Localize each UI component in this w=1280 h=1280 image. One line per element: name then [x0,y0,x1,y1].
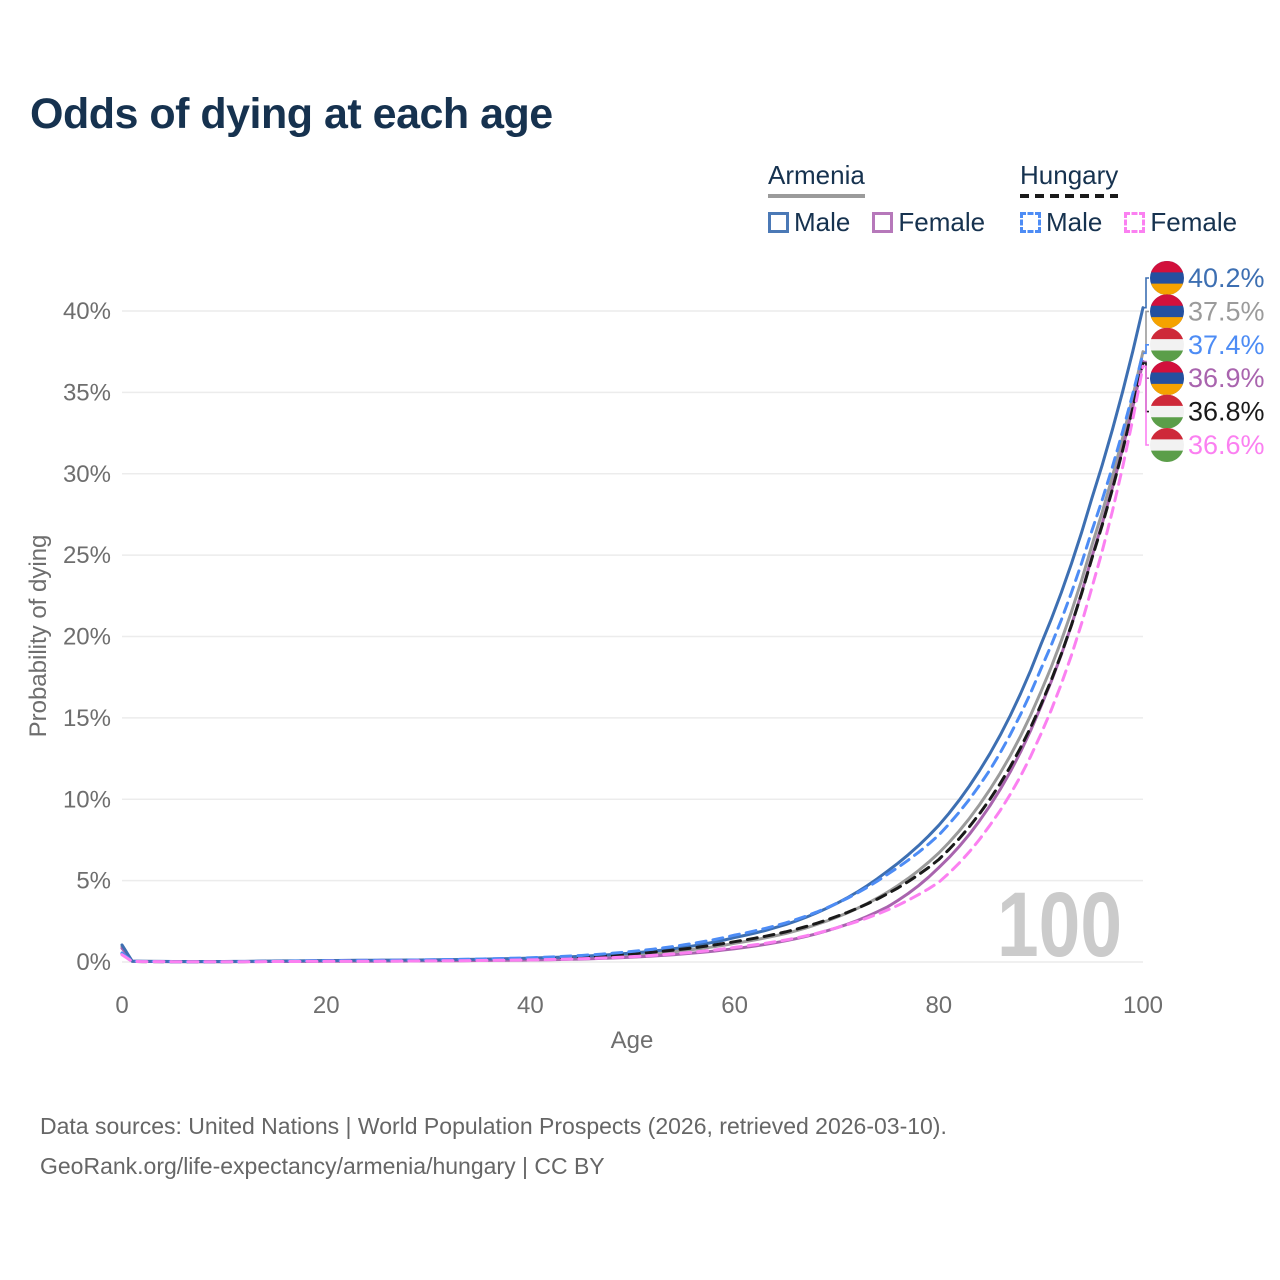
legend-items-hungary: Male Female [1020,207,1237,238]
end-label-connector [1143,310,1149,353]
series-line-hungary[interactable] [120,361,1145,964]
y-tick-label: 20% [63,624,111,651]
legend-group-hungary: Hungary Male Female [1020,160,1237,238]
series-line-armenia-male[interactable] [120,306,1145,963]
flag-bottom-stripe [1150,317,1184,329]
series-line-armenia-female[interactable] [120,360,1145,964]
series-line-armenia[interactable] [120,350,1145,964]
flag-top-stripe [1150,327,1184,340]
y-tick-label: 35% [63,379,111,406]
attribution-text: GeoRank.org/life-expectancy/armenia/hung… [40,1153,605,1179]
y-tick-label: 15% [63,705,111,732]
armenia-female-label: Female [898,207,986,237]
flag-top-stripe [1150,294,1184,306]
x-tick-label: 0 [115,992,128,1019]
flag-top-stripe [1150,427,1184,440]
armenia-male-swatch [768,212,789,233]
end-label-connector [1143,277,1149,309]
armenia-line-style-swatch [768,194,865,198]
gridlines [122,310,1143,963]
legend-item-armenia-male[interactable]: Male [768,207,850,238]
y-tick-label: 30% [63,461,111,488]
hungary-flag-icon [1150,327,1184,362]
end-label-connector [1143,344,1149,355]
armenia-flag-icon [1150,260,1184,296]
end-value-label-armenia: 37.5% [1188,296,1265,326]
hungary-line-style-swatch [1020,194,1119,198]
end-value-label-hungary-female: 36.6% [1188,430,1265,460]
flag-bottom-stripe [1150,417,1184,429]
y-tick-label: 10% [63,786,111,813]
legend-item-armenia-female[interactable]: Female [872,207,985,238]
y-tick-label: 0% [76,949,111,976]
y-tick-label: 5% [76,868,111,895]
flag-top-stripe [1150,361,1184,373]
flag-top-stripe [1150,394,1184,406]
x-tick-label: 100 [1123,992,1163,1019]
legend-item-hungary-male[interactable]: Male [1020,207,1102,238]
flag-bottom-stripe [1150,450,1184,463]
hungary-female-swatch [1124,212,1146,233]
y-tick-label: 25% [63,542,111,569]
legend-items-armenia: Male Female [768,207,985,238]
hungary-male-label: Male [1046,207,1103,237]
end-label-connector [1143,365,1149,446]
page-title: Odds of dying at each age [30,90,553,138]
end-value-label-hungary-male: 37.4% [1188,330,1265,360]
end-value-label-armenia-male: 40.2% [1188,263,1265,293]
armenia-flag-icon [1150,294,1184,329]
y-tick-label: 40% [63,298,111,325]
x-tick-label: 80 [925,992,952,1019]
flag-top-stripe [1150,260,1184,273]
armenia-female-swatch [872,212,894,233]
hungary-female-label: Female [1150,207,1238,237]
x-tick-label: 60 [721,992,748,1019]
y-axis-title: Probability of dying [25,535,52,738]
legend-country-hungary[interactable]: Hungary [1020,160,1119,198]
armenia-male-label: Male [794,207,851,237]
series-line-hungary-female[interactable] [120,364,1145,964]
flag-bottom-stripe [1150,383,1184,396]
hungary-flag-icon [1150,427,1184,463]
x-axis-title: Age [611,1027,654,1054]
series-line-hungary-male[interactable] [120,351,1145,964]
hungary-flag-icon [1150,394,1184,429]
hungary-male-swatch [1020,212,1041,233]
end-value-label-hungary: 36.8% [1188,397,1265,427]
hover-age-watermark: 100 [997,874,1122,976]
x-tick-label: 20 [313,992,340,1019]
legend-item-hungary-female[interactable]: Female [1124,207,1237,238]
flag-bottom-stripe [1150,283,1184,296]
legend-country-armenia-label: Armenia [768,160,865,190]
x-tick-label: 40 [517,992,544,1019]
end-value-label-armenia-female: 36.9% [1188,363,1265,393]
flag-bottom-stripe [1150,350,1184,362]
legend-country-hungary-label: Hungary [1020,160,1119,190]
data-sources-text: Data sources: United Nations | World Pop… [40,1113,947,1139]
legend-group-armenia: Armenia Male Female [768,160,985,238]
armenia-flag-icon [1150,361,1184,396]
legend-country-armenia[interactable]: Armenia [768,160,865,198]
